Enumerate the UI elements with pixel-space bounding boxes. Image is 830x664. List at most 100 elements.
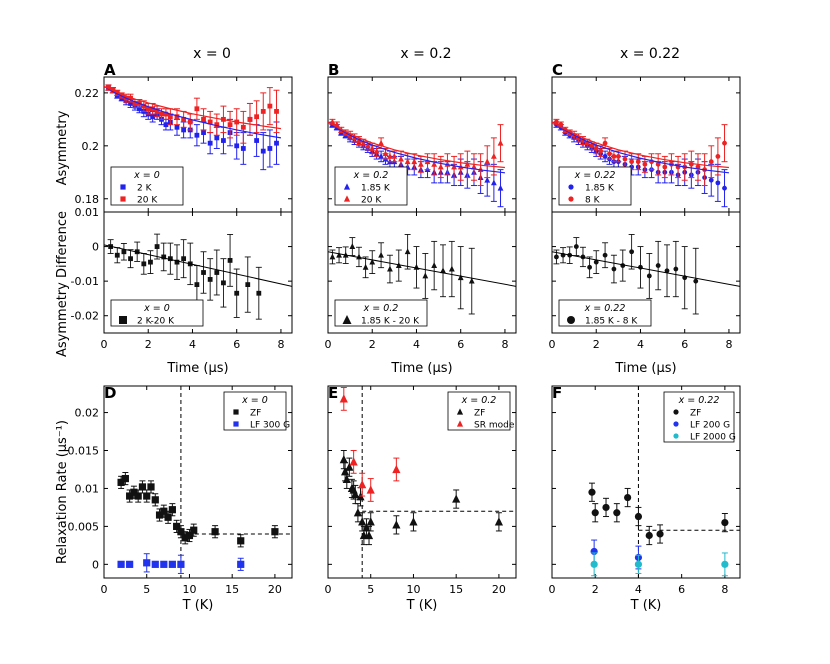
asym-2-point — [602, 154, 608, 159]
rate-1-frame — [327, 385, 517, 579]
diff-2-point — [611, 266, 617, 272]
asym-0-point — [128, 95, 133, 101]
diff-2-xtick-label: 4 — [637, 338, 644, 351]
asym-0-point — [240, 124, 246, 130]
asym-0-legend: x = 0 2 K 20 K — [110, 166, 184, 206]
rate-0-point — [160, 507, 168, 515]
rate-2-point — [634, 512, 643, 521]
asym-2-series-1 — [553, 118, 728, 187]
asym-1-point — [387, 153, 393, 159]
asym-0-legend-marker — [120, 196, 126, 202]
diff-1-point — [431, 262, 438, 268]
asym-1-point — [373, 147, 380, 154]
diff-2-point — [573, 244, 579, 249]
rate-1-point — [342, 474, 351, 483]
rate-2-xtick-label: 2 — [592, 583, 599, 596]
asym-1-legend-marker — [343, 195, 351, 202]
column-title-0: x = 0 — [193, 46, 231, 62]
rate-0-point — [126, 492, 134, 500]
diff-0-point — [194, 282, 200, 287]
asym-2-fit-line — [552, 121, 730, 174]
diff-1-point — [356, 253, 362, 260]
diff-0-legend-marker — [119, 316, 127, 324]
rate-1-legend-marker — [456, 420, 464, 427]
diff-2-xtick-label: 0 — [549, 338, 556, 351]
asym-1-legend-label: 20 K — [361, 196, 382, 206]
rate-0-ytick-label: 0.015 — [68, 445, 100, 458]
asym-1-fit-line — [328, 121, 506, 174]
rate-0-point — [151, 560, 159, 568]
asym-0-point — [106, 85, 111, 90]
diff-2-legend-label: 1.85 K - 8 K — [585, 317, 638, 327]
diff-0-point — [214, 270, 220, 275]
asym-2-point — [708, 177, 714, 183]
diff-0-point — [207, 277, 213, 282]
rate-2-legend-label: LF 200 G — [690, 421, 730, 431]
diff-0-point — [148, 259, 153, 265]
asym-0-point — [274, 109, 279, 114]
diff-1-point — [422, 272, 429, 279]
rate-2-legend-marker — [673, 409, 679, 415]
diff-0-point — [121, 249, 127, 255]
rate-2-point — [721, 519, 729, 527]
diff-1-point — [457, 274, 464, 281]
asym-0-point — [234, 143, 240, 149]
diff-1-point — [440, 267, 446, 274]
rate-0-point — [164, 513, 172, 521]
asym-2-point — [715, 180, 721, 186]
diff-1-xtick-label: 2 — [369, 338, 376, 351]
asym-0-point — [167, 114, 173, 120]
diff-0-plot — [104, 233, 292, 320]
asym-0-point — [247, 116, 253, 122]
diff-0-point — [114, 252, 120, 258]
rate-0-legend-label: LF 300 G — [250, 421, 290, 431]
rate-1-point — [452, 494, 461, 503]
rate-2-legend-label: ZF — [690, 409, 701, 419]
rate-1-point — [349, 457, 358, 466]
column-title-1: x = 0.2 — [400, 46, 451, 62]
rate-0-point — [190, 526, 198, 534]
asym-2-point — [602, 140, 608, 146]
panel-letter-E: E — [328, 384, 338, 402]
rate-0-point — [211, 528, 219, 536]
asym-1-point — [490, 153, 497, 159]
rate-0-xtick-label: 0 — [101, 583, 108, 596]
rate-2-xtick-label: 4 — [635, 583, 642, 596]
rate-0-legend: x = 0 ZF LF 300 G — [223, 391, 290, 431]
asym-0-point — [207, 140, 213, 146]
rate-0-point — [237, 560, 245, 568]
diff-1-point — [349, 243, 356, 249]
asym-1-point — [398, 155, 404, 162]
rate-0-ytick-label: 0.01 — [75, 482, 100, 495]
asym-0-point — [150, 106, 156, 112]
rate-0-ytick-label: 0.02 — [75, 407, 100, 420]
asym-1-point — [497, 184, 504, 191]
rate-2-frame — [551, 385, 741, 579]
asym-2-point — [611, 154, 617, 159]
asym-0-point — [163, 111, 169, 117]
asym-0-fit-line — [104, 85, 282, 139]
rate-2-point — [634, 560, 643, 568]
diff-1-point — [329, 253, 336, 260]
asym-0-point — [260, 148, 266, 154]
rate-2-xtick-label: 8 — [721, 583, 728, 596]
asym-2-point — [589, 143, 595, 149]
rate-2-legend-label: LF 2000 G — [690, 433, 736, 443]
rate-1-legend-marker — [456, 408, 464, 415]
diff-2-xtick-label: 2 — [593, 338, 600, 351]
rate-0-legend-marker — [233, 421, 239, 427]
diff-0-ytick-label: 0.01 — [75, 206, 100, 219]
diff-2-point — [629, 249, 635, 255]
panel-frames: 0.18 0.2 0.22 -0.02 -0.01 0 0.01 0 2 4 6 8 0 2 4 6 8 0 2 4 6… — [68, 76, 741, 596]
rate-2-point — [645, 531, 653, 540]
rate-2-xtick-label: 6 — [678, 583, 685, 596]
rate-1-legend-title: x = 0.2 — [461, 395, 497, 406]
column-title-2: x = 0.22 — [620, 46, 680, 62]
asym-2-point — [655, 161, 661, 167]
asym-0-point — [174, 124, 180, 130]
diff-1-legend-marker — [342, 315, 352, 324]
rate-1-legend: x = 0.2 ZF SR mode — [447, 391, 515, 431]
y-label-asymmetry: Asymmetry — [55, 110, 70, 185]
asym-0-point — [174, 114, 180, 120]
rate-2-point — [656, 530, 664, 538]
